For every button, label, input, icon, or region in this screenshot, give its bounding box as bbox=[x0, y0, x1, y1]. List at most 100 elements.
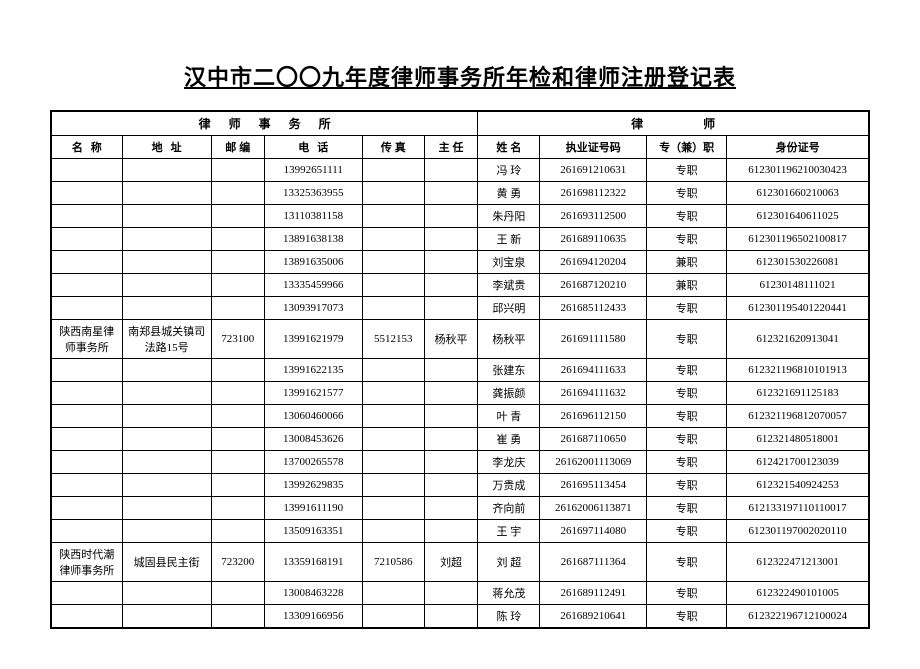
table-row: 13093917073邱兴明261685112433专职612301195401… bbox=[51, 297, 869, 320]
group-header-row: 律师事务所 律师 bbox=[51, 111, 869, 136]
cell-fax bbox=[362, 382, 424, 405]
col-director: 主任 bbox=[424, 136, 477, 159]
cell-addr bbox=[122, 474, 211, 497]
cell-lic: 261685112433 bbox=[540, 297, 647, 320]
cell-id: 612321480518001 bbox=[727, 428, 869, 451]
cell-id: 612321691125183 bbox=[727, 382, 869, 405]
col-phone: 电话 bbox=[264, 136, 362, 159]
cell-id: 612301196210030423 bbox=[727, 159, 869, 182]
cell-zip bbox=[211, 297, 264, 320]
cell-phone: 13991621577 bbox=[264, 382, 362, 405]
table-row: 13991621577龚振颜261694111632专职612321691125… bbox=[51, 382, 869, 405]
cell-dir bbox=[424, 474, 477, 497]
cell-type: 专职 bbox=[647, 474, 727, 497]
cell-dir: 刘超 bbox=[424, 543, 477, 582]
cell-id: 612322196712100024 bbox=[727, 605, 869, 629]
cell-type: 专职 bbox=[647, 451, 727, 474]
cell-dir: 杨秋平 bbox=[424, 320, 477, 359]
cell-lic: 261695113454 bbox=[540, 474, 647, 497]
col-address: 地址 bbox=[122, 136, 211, 159]
cell-firm bbox=[51, 205, 122, 228]
cell-id: 612301195401220441 bbox=[727, 297, 869, 320]
cell-phone: 13891635006 bbox=[264, 251, 362, 274]
cell-dir bbox=[424, 205, 477, 228]
cell-lname: 刘 超 bbox=[478, 543, 540, 582]
cell-type: 专职 bbox=[647, 182, 727, 205]
cell-addr bbox=[122, 205, 211, 228]
col-type: 专（兼）职 bbox=[647, 136, 727, 159]
cell-fax bbox=[362, 359, 424, 382]
cell-lname: 叶 青 bbox=[478, 405, 540, 428]
cell-zip bbox=[211, 251, 264, 274]
cell-dir bbox=[424, 274, 477, 297]
col-zip: 邮编 bbox=[211, 136, 264, 159]
table-row: 13325363955黄 勇261698112322专职612301660210… bbox=[51, 182, 869, 205]
cell-type: 专职 bbox=[647, 205, 727, 228]
cell-type: 专职 bbox=[647, 320, 727, 359]
cell-firm bbox=[51, 228, 122, 251]
col-fax: 传真 bbox=[362, 136, 424, 159]
cell-phone: 13992629835 bbox=[264, 474, 362, 497]
cell-lic: 261698112322 bbox=[540, 182, 647, 205]
cell-lname: 蒋允茂 bbox=[478, 582, 540, 605]
table-row: 13891635006刘宝泉261694120204兼职612301530226… bbox=[51, 251, 869, 274]
cell-fax bbox=[362, 228, 424, 251]
table-row: 13110381158朱丹阳261693112500专职612301640611… bbox=[51, 205, 869, 228]
cell-dir bbox=[424, 451, 477, 474]
table-row: 13335459966李斌贵261687120210兼职612301481110… bbox=[51, 274, 869, 297]
cell-dir bbox=[424, 497, 477, 520]
cell-zip: 723200 bbox=[211, 543, 264, 582]
cell-dir bbox=[424, 405, 477, 428]
cell-phone: 13093917073 bbox=[264, 297, 362, 320]
cell-fax: 5512153 bbox=[362, 320, 424, 359]
registry-table: 律师事务所 律师 名称 地址 邮编 电话 传真 主任 姓名 执业证号码 专（兼）… bbox=[50, 110, 870, 629]
cell-phone: 13325363955 bbox=[264, 182, 362, 205]
cell-lname: 张建东 bbox=[478, 359, 540, 382]
cell-fax bbox=[362, 159, 424, 182]
cell-zip bbox=[211, 474, 264, 497]
cell-type: 兼职 bbox=[647, 251, 727, 274]
cell-firm bbox=[51, 251, 122, 274]
cell-addr bbox=[122, 428, 211, 451]
cell-lic: 26162006113871 bbox=[540, 497, 647, 520]
cell-zip bbox=[211, 205, 264, 228]
cell-zip bbox=[211, 497, 264, 520]
cell-fax bbox=[362, 182, 424, 205]
cell-lname: 李斌贵 bbox=[478, 274, 540, 297]
cell-lname: 杨秋平 bbox=[478, 320, 540, 359]
cell-fax bbox=[362, 428, 424, 451]
cell-fax: 7210586 bbox=[362, 543, 424, 582]
cell-addr: 城固县民主街 bbox=[122, 543, 211, 582]
cell-phone: 13992651111 bbox=[264, 159, 362, 182]
cell-zip bbox=[211, 228, 264, 251]
cell-firm bbox=[51, 428, 122, 451]
cell-type: 专职 bbox=[647, 359, 727, 382]
cell-lic: 261696112150 bbox=[540, 405, 647, 428]
cell-addr bbox=[122, 159, 211, 182]
cell-phone: 13060460066 bbox=[264, 405, 362, 428]
cell-id: 612322490101005 bbox=[727, 582, 869, 605]
cell-zip bbox=[211, 274, 264, 297]
cell-type: 专职 bbox=[647, 159, 727, 182]
cell-zip bbox=[211, 159, 264, 182]
table-row: 13309166956陈 玲261689210641专职612322196712… bbox=[51, 605, 869, 629]
cell-phone: 13008463228 bbox=[264, 582, 362, 605]
table-row: 13991622135张建东261694111633专职612321196810… bbox=[51, 359, 869, 382]
cell-lname: 齐向前 bbox=[478, 497, 540, 520]
table-row: 13991611190齐向前26162006113871专职6121331971… bbox=[51, 497, 869, 520]
cell-id: 612321196810101913 bbox=[727, 359, 869, 382]
cell-phone: 13700265578 bbox=[264, 451, 362, 474]
col-license: 执业证号码 bbox=[540, 136, 647, 159]
col-id: 身份证号 bbox=[727, 136, 869, 159]
cell-fax bbox=[362, 474, 424, 497]
cell-firm bbox=[51, 159, 122, 182]
cell-fax bbox=[362, 520, 424, 543]
cell-zip bbox=[211, 182, 264, 205]
cell-firm bbox=[51, 582, 122, 605]
cell-type: 专职 bbox=[647, 497, 727, 520]
cell-id: 612301530226081 bbox=[727, 251, 869, 274]
cell-dir bbox=[424, 359, 477, 382]
col-name: 名称 bbox=[51, 136, 122, 159]
cell-addr bbox=[122, 359, 211, 382]
cell-addr bbox=[122, 297, 211, 320]
